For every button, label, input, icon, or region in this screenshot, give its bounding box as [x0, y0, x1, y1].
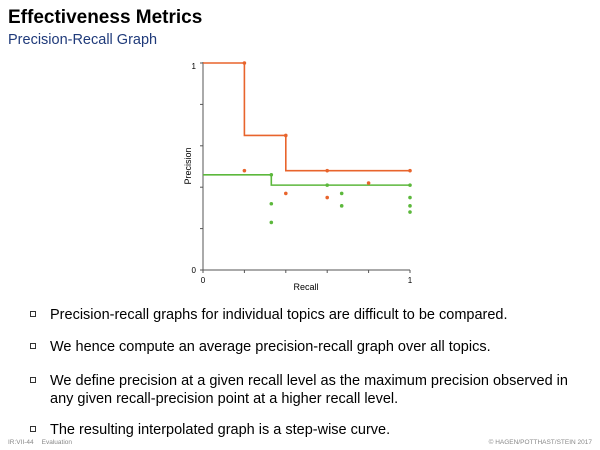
- green-data-point: [269, 172, 274, 177]
- x-tick-label-left: 0: [201, 276, 206, 285]
- bullet-marker-icon: [30, 343, 36, 349]
- green-data-point: [325, 183, 330, 187]
- axis-ticks: [200, 62, 411, 273]
- bullet-item: We hence compute an average precision-re…: [30, 338, 491, 356]
- green-data-point: [408, 195, 412, 200]
- data-points: [242, 61, 412, 225]
- y-tick-label-top: 1: [192, 62, 197, 71]
- bullet-marker-icon: [30, 377, 36, 383]
- orange-data-point: [325, 168, 330, 173]
- bullet-text: We define precision at a given recall le…: [50, 373, 568, 407]
- orange-data-point: [325, 195, 330, 200]
- green-data-point: [408, 183, 412, 187]
- orange-data-point: [242, 61, 247, 65]
- precision-recall-chart: 1 0 0 1 Recall Precision: [183, 61, 413, 292]
- bullet-text: The resulting interpolated graph is a st…: [50, 422, 391, 438]
- orange-data-point: [284, 133, 288, 138]
- page-number: IR:VII-44: [8, 439, 34, 446]
- section-name: Evaluation: [41, 439, 73, 446]
- bullet-item: The resulting interpolated graph is a st…: [30, 421, 390, 439]
- green-interpolated-curve: [203, 173, 410, 186]
- bullet-text: We hence compute an average precision-re…: [50, 339, 491, 355]
- bullet-item: Precision-recall graphs for individual t…: [30, 306, 508, 324]
- interpolated-curves: [203, 62, 410, 186]
- orange-data-point: [366, 181, 371, 185]
- slide-subtitle: Precision-Recall Graph: [8, 32, 158, 48]
- bullet-marker-icon: [30, 426, 36, 432]
- footer-copyright: © HAGEN/POTTHAST/STEIN 2017: [488, 439, 592, 446]
- bullet-marker-icon: [30, 311, 36, 317]
- footer-left: IR:VII-44 Evaluation: [8, 439, 72, 446]
- orange-data-point: [242, 168, 247, 173]
- green-data-point: [269, 201, 274, 206]
- bullet-text: Precision-recall graphs for individual t…: [50, 307, 508, 323]
- x-axis-label: Recall: [293, 282, 318, 292]
- x-tick-label-right: 1: [408, 276, 413, 285]
- y-axis-label: Precision: [183, 147, 193, 184]
- green-data-point: [408, 204, 412, 208]
- y-tick-label-bottom: 0: [192, 266, 197, 275]
- green-data-point: [269, 220, 274, 225]
- orange-interpolated-curve: [203, 62, 410, 172]
- green-data-point: [339, 191, 344, 196]
- slide-title: Effectiveness Metrics: [8, 7, 203, 28]
- orange-data-point: [408, 168, 412, 173]
- chart-axes: [202, 62, 410, 271]
- green-data-point: [408, 210, 412, 214]
- orange-data-point: [284, 191, 288, 196]
- green-data-point: [339, 204, 344, 208]
- bullet-item: We define precision at a given recall le…: [30, 372, 570, 408]
